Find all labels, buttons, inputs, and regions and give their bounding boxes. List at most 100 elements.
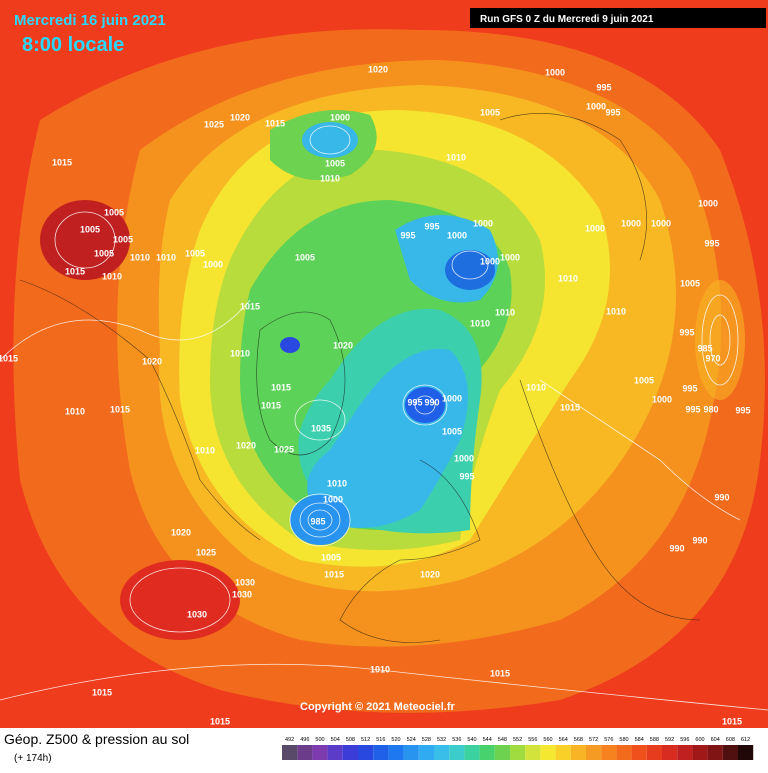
isobar-label: 1005 <box>634 375 654 385</box>
isobar-label: 1010 <box>320 173 340 183</box>
isobar-label: 1005 <box>325 158 345 168</box>
isobar-label: 1005 <box>321 552 341 562</box>
isobar-label: 995 <box>407 397 422 407</box>
copyright: Copyright © 2021 Meteociel.fr <box>300 701 456 713</box>
isobar-label: 1005 <box>104 207 124 217</box>
isobar-label: 1015 <box>65 266 85 276</box>
isobar-label: 990 <box>669 543 684 553</box>
scale-cell <box>297 745 313 760</box>
isobar-label: 995 <box>704 238 719 248</box>
scale-label: 564 <box>559 737 568 743</box>
map-background <box>0 0 768 728</box>
isobar-label: 1000 <box>447 230 467 240</box>
scale-cell <box>358 745 374 760</box>
scale-cell <box>388 745 404 760</box>
scale-cell <box>707 745 723 760</box>
scale-cell <box>449 745 465 760</box>
scale-label: 516 <box>376 737 385 743</box>
isobar-label: 1000 <box>473 218 493 228</box>
scale-label: 536 <box>452 737 461 743</box>
scale-label: 584 <box>635 737 644 743</box>
isobar-label: 1000 <box>442 393 462 403</box>
scale-cell <box>722 745 738 760</box>
scale-label: 608 <box>726 737 735 743</box>
isobar-label: 1015 <box>240 301 260 311</box>
isobar-label: 1000 <box>454 453 474 463</box>
scale-label: 600 <box>695 737 704 743</box>
isobar-label: 985 <box>310 516 325 526</box>
scale-cell <box>586 745 602 760</box>
scale-cell <box>631 745 647 760</box>
scale-label: 596 <box>680 737 689 743</box>
scale-label: 552 <box>513 737 522 743</box>
scale-cell <box>525 745 541 760</box>
isobar-label: 1000 <box>330 112 350 122</box>
isobar-label: 1005 <box>295 252 315 262</box>
scale-label: 532 <box>437 737 446 743</box>
scale-cell <box>327 745 343 760</box>
scale-label: 512 <box>361 737 370 743</box>
isobar-label: 995 <box>679 327 694 337</box>
scale-label: 524 <box>407 737 416 743</box>
isobar-label: 1015 <box>261 400 281 410</box>
isobar-label: 995 <box>685 404 700 414</box>
scale-cell <box>662 745 678 760</box>
isobar-label: 1015 <box>92 687 112 697</box>
scale-cell <box>738 745 754 760</box>
isobar-label: 995 <box>400 230 415 240</box>
isobar-label: 1015 <box>52 157 72 167</box>
scale-label: 496 <box>300 737 309 743</box>
isobar-label: 1020 <box>368 64 388 74</box>
scale-label: 580 <box>619 737 628 743</box>
isobar-label: 1000 <box>500 252 520 262</box>
isobar-label: 1005 <box>185 248 205 258</box>
isobar-label: 1000 <box>652 394 672 404</box>
scale-cell <box>418 745 434 760</box>
isobar-label: 1005 <box>680 278 700 288</box>
isobar-label: 1010 <box>195 445 215 455</box>
scale-label: 544 <box>483 737 492 743</box>
scale-label: 568 <box>574 737 583 743</box>
scale-label: 500 <box>315 737 324 743</box>
isobar-label: 1030 <box>187 609 207 619</box>
isobar-label: 1000 <box>621 218 641 228</box>
scale-label: 560 <box>543 737 552 743</box>
scale-cell <box>601 745 617 760</box>
isobar-label: 995 <box>424 221 439 231</box>
scale-cell <box>282 745 298 760</box>
isobar-label: 1010 <box>65 406 85 416</box>
scale-label: 508 <box>346 737 355 743</box>
isobar-label: 1000 <box>651 218 671 228</box>
scale-cell <box>692 745 708 760</box>
isobar-label: 1005 <box>442 426 462 436</box>
isobar-label: 1005 <box>480 107 500 117</box>
isobar-label: 1015 <box>490 668 510 678</box>
scale-cell <box>570 745 586 760</box>
isobar-label: 1000 <box>698 198 718 208</box>
scale-label: 556 <box>528 737 537 743</box>
isobar-label: 1005 <box>94 248 114 258</box>
isobar-label: 1000 <box>586 101 606 111</box>
isobar-label: 1000 <box>323 494 343 504</box>
isobar-label: 1005 <box>113 234 133 244</box>
scale-cell <box>494 745 510 760</box>
isobar-label: 1010 <box>606 306 626 316</box>
isobar-label: 995 <box>596 82 611 92</box>
isobar-label: 990 <box>714 492 729 502</box>
isobar-label: 1010 <box>130 252 150 262</box>
isobar-label: 1020 <box>142 356 162 366</box>
isobar-label: 1015 <box>722 716 742 726</box>
isobar-label: 1005 <box>80 224 100 234</box>
isobar-labels: 1020 100099510009951005102010151025100010… <box>0 64 751 726</box>
coastlines <box>19 113 701 643</box>
scale-cell <box>555 745 571 760</box>
scale-label: 592 <box>665 737 674 743</box>
color-scale: 492 496 500 504 508 512 516 520 524 528 532 536 540 5… <box>282 737 754 760</box>
isobar-label: 1030 <box>232 589 252 599</box>
scale-label: 504 <box>331 737 340 743</box>
isobar-label: 1010 <box>470 318 490 328</box>
isobar-label: 1020 <box>236 440 256 450</box>
scale-label: 548 <box>498 737 507 743</box>
scale-label: 588 <box>650 737 659 743</box>
